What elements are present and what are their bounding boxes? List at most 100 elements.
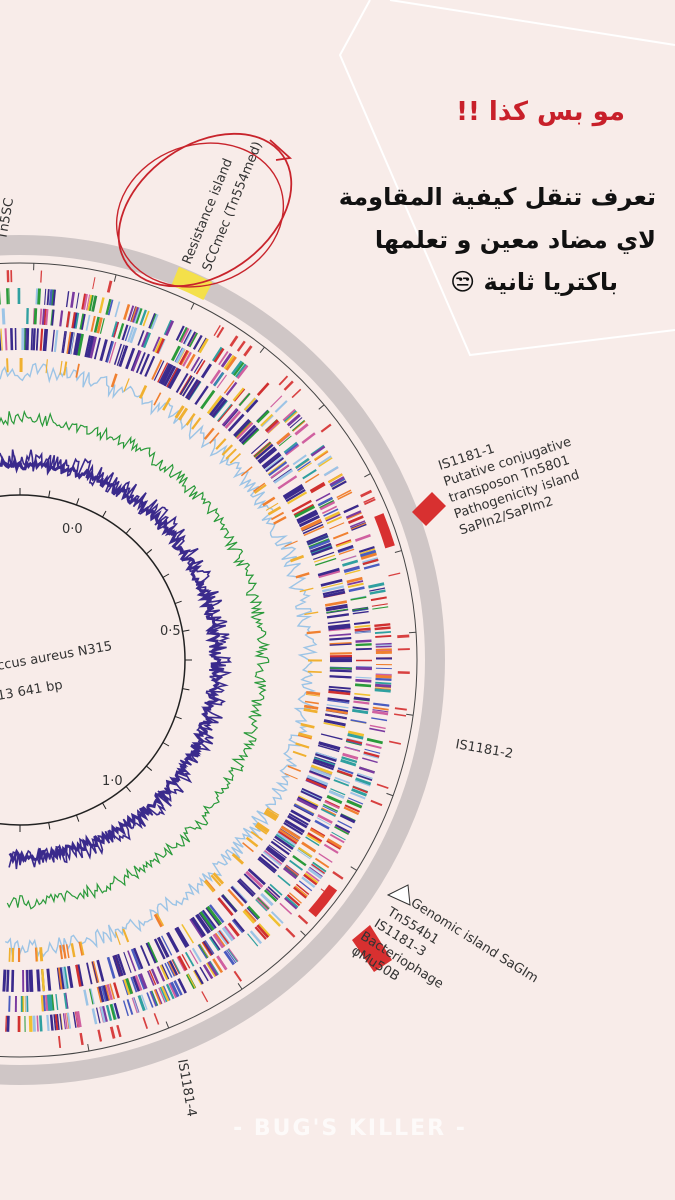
gene [65,291,70,308]
gene [294,885,308,897]
gene [126,999,134,1015]
gene [96,986,103,1003]
gene [348,797,364,805]
gene [314,450,329,462]
gene [63,966,69,989]
gene [329,675,352,679]
gene [109,1026,116,1039]
gene [350,522,367,530]
gene [305,779,327,790]
gene [157,936,170,958]
gene [350,719,367,724]
gene [291,499,312,513]
gene [243,873,261,890]
gene [352,706,369,711]
gene [153,913,163,928]
gene [111,321,118,338]
gene [355,676,372,679]
gene [317,744,340,753]
track [0,454,225,865]
gene [303,708,318,714]
gene [322,585,344,593]
gene [232,387,245,402]
gene [353,621,371,625]
gene [355,647,372,651]
gene [155,338,165,354]
gene [375,645,392,648]
gene [276,832,297,846]
gene [58,1035,62,1049]
gene [301,787,323,799]
gene [289,417,303,429]
gene [318,741,341,750]
gene [4,328,8,351]
gene [295,572,310,579]
gene [191,417,202,430]
gene [106,984,114,1001]
gene [328,633,352,637]
gene [363,496,375,504]
gene [355,678,372,683]
gene [343,806,360,816]
gene [309,828,325,839]
gene [54,1014,59,1031]
gene [351,788,368,797]
gene [295,457,310,469]
gene [372,606,389,610]
gene [347,582,364,589]
gene [192,334,203,350]
gene [268,844,287,859]
gene [300,722,315,729]
gene [123,951,132,974]
gene [270,911,284,924]
gene [345,510,362,519]
gene [130,948,141,971]
gene [132,975,140,992]
gene [191,916,206,937]
gene [66,331,72,354]
gene [6,969,10,992]
gene [230,886,248,904]
gene [253,482,266,493]
gene [87,335,95,358]
island [308,884,338,918]
gene [364,748,381,754]
gene [282,408,296,421]
island-marker [352,925,392,972]
gene [108,341,117,364]
gene [132,997,139,1013]
gene [227,413,245,432]
gene [75,1011,80,1028]
gene [333,779,350,787]
gene [53,1014,57,1031]
gene [213,325,221,336]
gene [242,842,254,853]
gene [216,374,228,389]
gene [321,582,344,589]
gene [307,670,322,674]
gene [150,313,159,330]
gene [105,298,112,315]
gene [35,947,39,962]
gene [329,643,352,646]
gene [329,641,352,646]
gene [238,424,256,442]
gene [362,558,379,566]
gene [72,312,78,329]
gene [324,800,340,810]
gene [298,847,313,858]
gene [327,620,350,625]
gene [336,489,352,499]
gene [5,1015,7,1032]
gene [75,292,80,309]
gene [161,964,170,980]
gene [307,867,323,879]
gene [282,867,298,880]
gene [369,724,386,730]
gene [278,375,289,386]
gene [168,982,178,999]
gene [258,856,278,873]
gene [353,696,370,702]
gene [278,435,292,447]
gene [292,454,307,466]
